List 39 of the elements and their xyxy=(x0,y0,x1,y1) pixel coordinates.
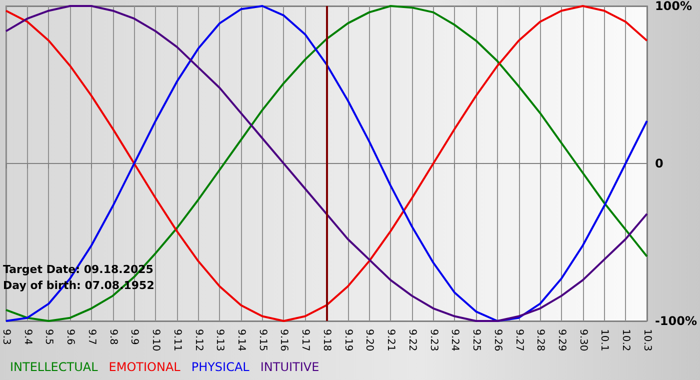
x-tick-label: 10.3 xyxy=(641,329,652,352)
text: EMOTIONAL xyxy=(108,360,181,374)
x-tick-label: 9.10 xyxy=(150,329,162,352)
x-tick-label: 9.16 xyxy=(278,329,290,352)
x-tick-label: 9.9 xyxy=(128,329,140,345)
x-tick-label: 9.29 xyxy=(556,329,567,352)
x-tick-label: 9.4 xyxy=(22,329,33,345)
x-tick-label: 9.18 xyxy=(320,329,332,352)
x-tick-label: 9.11 xyxy=(171,329,182,352)
text: INTELLECTUAL xyxy=(10,360,98,374)
x-tick-label: 9.25 xyxy=(470,329,482,352)
x-tick-label: 9.26 xyxy=(492,329,503,352)
y-tick-label: 0 xyxy=(654,156,664,170)
x-tick-label: 10.1 xyxy=(598,329,610,352)
x-tick-label: 9.20 xyxy=(364,329,375,352)
x-tick-label: 9.27 xyxy=(513,329,524,352)
x-tick-label: 9.15 xyxy=(256,329,268,352)
x-tick-label: 9.23 xyxy=(428,329,439,352)
x-tick-label: 9.19 xyxy=(342,329,354,352)
x-tick-label: 9.22 xyxy=(406,329,418,352)
x-tick-label: 10.2 xyxy=(620,329,632,352)
x-tick-label: 9.24 xyxy=(449,329,460,352)
x-tick-label: 9.30 xyxy=(577,329,588,352)
x-tick-label: 9.12 xyxy=(192,329,204,352)
x-tick-label: 9.17 xyxy=(300,329,311,352)
x-tick-label: 9.21 xyxy=(385,329,396,352)
x-tick-label: 9.6 xyxy=(64,329,76,345)
line-series xyxy=(5,5,648,322)
text: INTUITIVE xyxy=(260,360,320,374)
x-tick-label: 9.28 xyxy=(534,329,546,352)
x-tick-label: 9.7 xyxy=(86,329,97,345)
y-tick-label: 100% xyxy=(654,0,692,13)
y-tick-label: -100% xyxy=(654,314,698,328)
x-tick-label: 9.14 xyxy=(236,329,247,352)
x-tick-label: 9.8 xyxy=(107,329,118,345)
text: PHYSICAL xyxy=(191,360,250,374)
x-tick-label: 9.5 xyxy=(43,329,54,345)
x-tick-label: 9.3 xyxy=(0,329,12,345)
x-tick-label: 9.13 xyxy=(214,329,226,352)
